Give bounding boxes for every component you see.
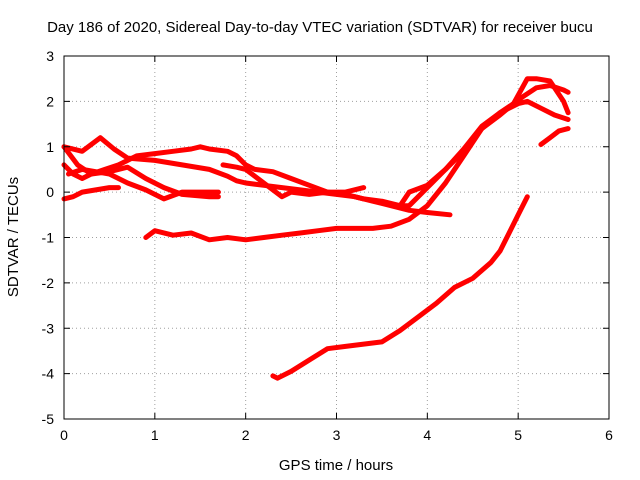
y-tick-label: 1 <box>46 139 54 155</box>
axis-ticks: 0 1 2 3 4 5 6 -5 -4 -3 -2 -1 0 1 2 3 <box>42 48 614 443</box>
y-tick-label: -1 <box>42 230 55 246</box>
x-tick-label: 1 <box>151 427 159 443</box>
y-tick-label: 3 <box>46 48 54 64</box>
y-tick-label: -3 <box>42 320 55 336</box>
y-tick-label: 2 <box>46 93 54 109</box>
x-tick-label: 5 <box>514 427 522 443</box>
y-tick-label: 0 <box>46 184 54 200</box>
series-arc-6 <box>143 83 571 243</box>
x-tick-label: 2 <box>242 427 250 443</box>
series-arc-3 <box>61 185 121 202</box>
x-tick-label: 3 <box>333 427 341 443</box>
x-tick-label: 0 <box>60 427 68 443</box>
x-tick-label: 4 <box>423 427 431 443</box>
y-axis-label: SDTVAR / TECUs <box>5 177 22 297</box>
y-tick-label: -5 <box>42 411 55 427</box>
y-tick-label: -2 <box>42 275 55 291</box>
series-arc-9 <box>538 126 571 147</box>
data-series <box>61 76 571 381</box>
series-arc-10 <box>270 194 530 381</box>
series-arc-7 <box>220 98 571 209</box>
series-arc-5 <box>66 166 221 202</box>
series-arc-8 <box>397 76 571 209</box>
x-axis-label: GPS time / hours <box>279 457 393 474</box>
chart-title: Day 186 of 2020, Sidereal Day-to-day VTE… <box>47 19 593 36</box>
x-tick-label: 6 <box>605 427 613 443</box>
y-tick-label: -4 <box>42 366 55 382</box>
